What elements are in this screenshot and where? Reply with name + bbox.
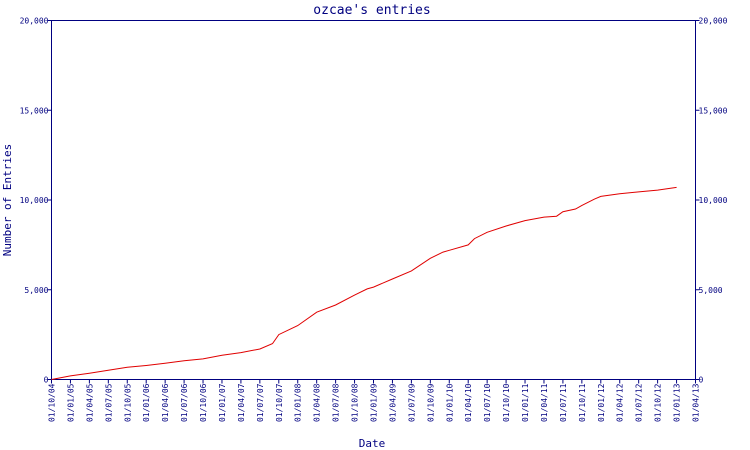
x-tick-label: 01/01/13 — [673, 383, 682, 422]
x-tick-label: 01/10/09 — [426, 383, 435, 422]
x-tick-label: 01/10/05 — [123, 383, 132, 422]
y-tick-label-right: 15,000 — [699, 106, 728, 115]
y-ticks: 0 0 5,000 5,000 10,000 10,000 15,000 15,000 20,0… — [20, 17, 728, 385]
x-tick-label: 01/01/10 — [445, 383, 454, 422]
x-tick-label: 01/04/11 — [540, 383, 549, 422]
x-tick-label: 01/07/06 — [180, 383, 189, 422]
y-tick-label-right: 5,000 — [699, 286, 723, 295]
x-tick-label: 01/04/05 — [85, 383, 94, 422]
y-tick-label-left: 0 — [44, 376, 49, 385]
x-tick-label: 01/01/07 — [218, 383, 227, 422]
y-tick-label-left: 5,000 — [24, 286, 48, 295]
x-tick-label: 01/04/10 — [464, 383, 473, 422]
y-tick-label-right: 0 — [699, 376, 704, 385]
x-tick-label: 01/07/07 — [256, 383, 265, 422]
x-tick-label: 01/04/09 — [388, 383, 397, 422]
x-tick-label: 01/04/13 — [692, 383, 701, 422]
x-tick-label: 01/10/10 — [502, 383, 511, 422]
x-tick-label: 01/04/12 — [616, 383, 625, 422]
x-tick-label: 01/01/06 — [142, 383, 151, 422]
x-tick-label: 01/07/05 — [104, 383, 113, 422]
x-tick-label: 01/01/05 — [66, 383, 75, 422]
x-tick-label: 01/07/09 — [407, 383, 416, 422]
y-axis-label: Number of Entries — [1, 144, 14, 257]
x-tick-label: 01/07/10 — [483, 383, 492, 422]
x-tick-label: 01/10/11 — [578, 383, 587, 422]
x-tick-label: 01/04/06 — [161, 383, 170, 422]
x-tick-label: 01/10/06 — [199, 383, 208, 422]
y-tick-label-left: 15,000 — [20, 106, 49, 115]
x-tick-label: 01/01/09 — [370, 383, 379, 422]
y-tick-label-right: 10,000 — [699, 196, 728, 205]
y-tick-label-left: 20,000 — [20, 17, 49, 26]
x-tick-label: 01/10/04 — [48, 383, 57, 422]
x-tick-label: 01/01/11 — [521, 383, 530, 422]
x-tick-label: 01/10/08 — [351, 383, 360, 422]
x-tick-label: 01/07/12 — [635, 383, 644, 422]
x-tick-label: 01/07/08 — [332, 383, 341, 422]
plot-frame — [51, 20, 696, 380]
x-tick-label: 01/01/08 — [294, 383, 303, 422]
x-axis-label: Date — [359, 437, 386, 450]
series-line — [51, 186, 677, 380]
y-tick-label-right: 20,000 — [699, 17, 728, 26]
x-tick-label: 01/10/07 — [275, 383, 284, 422]
x-tick-label: 01/04/08 — [313, 383, 322, 422]
x-tick-label: 01/01/12 — [597, 383, 606, 422]
x-tick-label: 01/10/12 — [654, 383, 663, 422]
x-ticks: 01/10/04 01/01/05 01/04/05 01/07/05 01/10/05… — [48, 379, 701, 422]
chart-title: ozcae's entries — [313, 3, 430, 18]
x-tick-label: 01/07/11 — [559, 383, 568, 422]
y-tick-label-left: 10,000 — [20, 196, 49, 205]
x-tick-label: 01/04/07 — [237, 383, 246, 422]
